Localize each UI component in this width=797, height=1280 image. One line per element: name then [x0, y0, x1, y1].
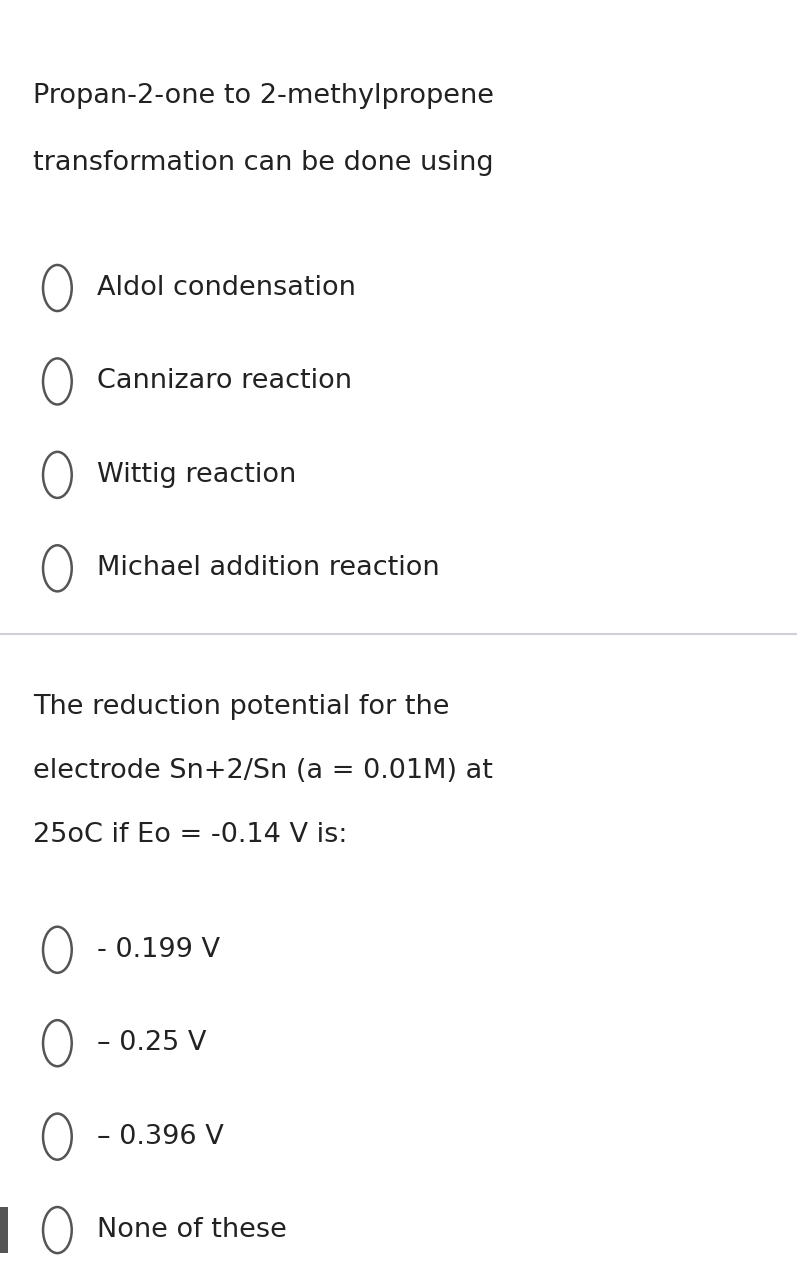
Text: The reduction potential for the: The reduction potential for the — [33, 694, 450, 719]
Text: Michael addition reaction: Michael addition reaction — [97, 556, 440, 581]
Text: Aldol condensation: Aldol condensation — [97, 275, 356, 301]
Text: 25oC if Eo = -0.14 V is:: 25oC if Eo = -0.14 V is: — [33, 822, 347, 847]
Text: – 0.396 V: – 0.396 V — [97, 1124, 224, 1149]
Text: None of these: None of these — [97, 1217, 287, 1243]
Bar — [0, 1207, 8, 1253]
Text: transformation can be done using: transformation can be done using — [33, 150, 494, 175]
Text: Wittig reaction: Wittig reaction — [97, 462, 296, 488]
Text: Cannizaro reaction: Cannizaro reaction — [97, 369, 352, 394]
Text: Propan-2-one to 2-methylpropene: Propan-2-one to 2-methylpropene — [33, 83, 494, 109]
Text: – 0.25 V: – 0.25 V — [97, 1030, 206, 1056]
Text: - 0.199 V: - 0.199 V — [97, 937, 220, 963]
Text: electrode Sn+2/Sn (a = 0.01M) at: electrode Sn+2/Sn (a = 0.01M) at — [33, 758, 493, 783]
